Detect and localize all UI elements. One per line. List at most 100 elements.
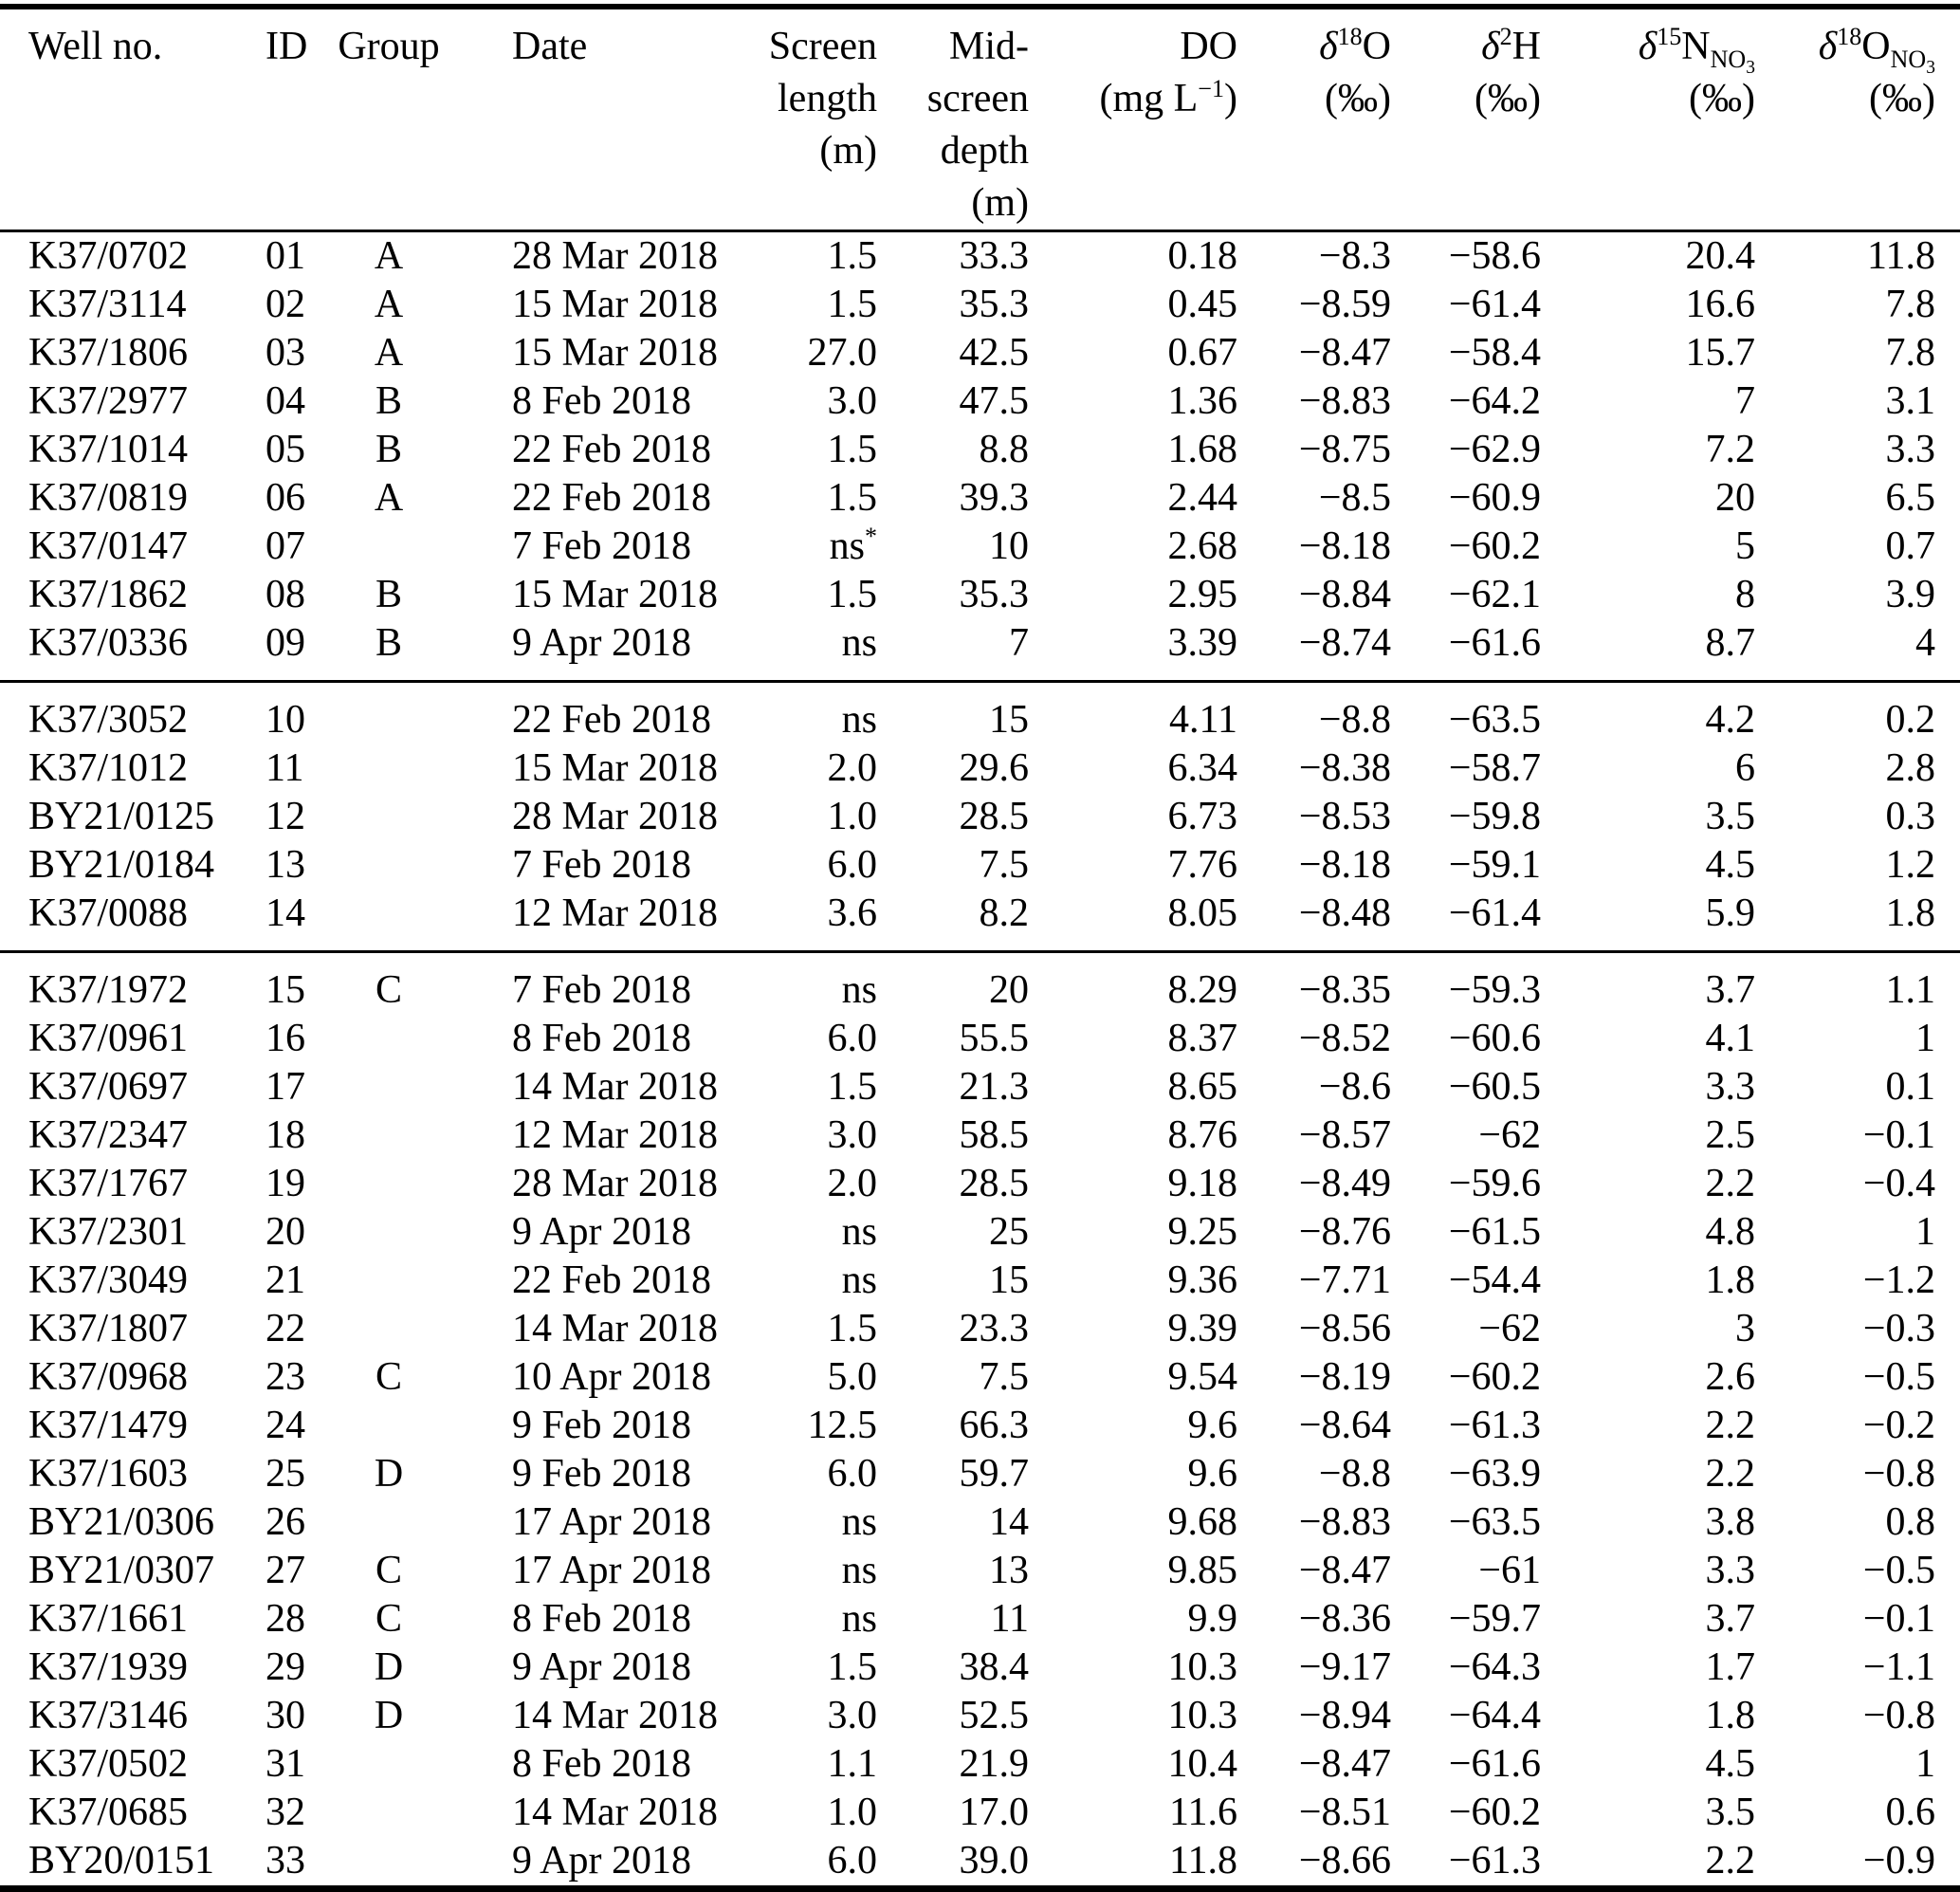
table-row: K37/1661 28 C 8 Feb 2018 ns 11 9.9 −8.36 −59.7 3.…: [0, 1595, 1960, 1644]
cell-id: 04: [266, 379, 305, 423]
cell-delta15n-no3: 3.5: [1705, 795, 1756, 838]
cell-group: D: [374, 1645, 404, 1689]
col-header-delta18o-no3: δ18ONO3 (‰): [1768, 7, 1960, 232]
cell-group: A: [374, 234, 404, 278]
cell-id: 02: [266, 283, 305, 326]
cell-screen-length: 2.0: [827, 1162, 878, 1205]
table-row: K37/2347 18 12 Mar 2018 3.0 58.5 8.76 −8.57 −62…: [0, 1111, 1960, 1160]
cell-date: 9 Feb 2018: [512, 1404, 691, 1447]
cell-date: 15 Mar 2018: [512, 746, 718, 790]
cell-delta15n-no3: 1.7: [1705, 1645, 1756, 1689]
cell-id: 06: [266, 476, 305, 520]
cell-mid-screen-depth: 42.5: [959, 331, 1030, 375]
cell-date: 22 Feb 2018: [512, 1258, 711, 1302]
cell-delta18o: −8.5: [1318, 476, 1391, 520]
cell-delta18o: −8.76: [1298, 1210, 1391, 1254]
cell-delta15n-no3: 8.7: [1705, 621, 1756, 665]
cell-group: B: [375, 428, 402, 471]
cell-do: 1.68: [1167, 428, 1238, 471]
table-row: K37/2301 20 9 Apr 2018 ns 25 9.25 −8.76 −61.5 4.…: [0, 1208, 1960, 1257]
cell-delta18o-no3: 0.3: [1885, 795, 1936, 838]
cell-delta2h: −61.3: [1448, 1839, 1541, 1883]
cell-delta2h: −61.3: [1448, 1404, 1541, 1447]
cell-delta2h: −60.9: [1448, 476, 1541, 520]
cell-delta18o-no3: −0.3: [1862, 1307, 1935, 1350]
cell-delta18o-no3: 1.8: [1885, 891, 1936, 935]
cell-mid-screen-depth: 33.3: [959, 234, 1030, 278]
cell-group: [337, 890, 441, 938]
cell-do: 3.39: [1167, 621, 1238, 665]
cell-mid-screen-depth: 7.5: [979, 843, 1030, 887]
cell-screen-length: ns: [841, 1597, 877, 1641]
cell-delta2h: −61.4: [1448, 891, 1541, 935]
cell-delta15n-no3: 7: [1735, 379, 1755, 423]
table-row: K37/0968 23 C 10 Apr 2018 5.0 7.5 9.54 −8.19 −60…: [0, 1353, 1960, 1402]
cell-screen-length: 1.5: [827, 573, 878, 616]
delta-symbol: δ: [1818, 25, 1838, 68]
table-row: BY21/0125 12 28 Mar 2018 1.0 28.5 6.73 −8.53 −5…: [0, 793, 1960, 841]
cell-date: 17 Apr 2018: [512, 1549, 711, 1592]
cell-well-no: K37/1939: [28, 1645, 188, 1689]
cell-screen-length: 1.1: [827, 1742, 878, 1786]
cell-group: [337, 1402, 441, 1450]
cell-delta18o-no3: 11.8: [1867, 234, 1935, 278]
cell-delta18o-no3: −0.8: [1862, 1452, 1935, 1496]
cell-delta18o: −8.8: [1318, 1452, 1391, 1496]
cell-do: 7.76: [1167, 843, 1238, 887]
cell-group: [337, 841, 441, 890]
cell-id: 12: [266, 795, 305, 838]
cell-id: 13: [266, 843, 305, 887]
cell-well-no: K37/0697: [28, 1065, 188, 1109]
cell-delta18o: −8.84: [1298, 573, 1391, 616]
cell-delta15n-no3: 5: [1735, 524, 1755, 568]
cell-do: 8.65: [1167, 1065, 1238, 1109]
cell-delta15n-no3: 2.2: [1705, 1404, 1756, 1447]
cell-mid-screen-depth: 35.3: [959, 283, 1030, 326]
cell-delta18o-no3: −0.9: [1862, 1839, 1935, 1883]
cell-well-no: K37/1603: [28, 1452, 188, 1496]
cell-well-no: K37/1014: [28, 428, 188, 471]
cell-mid-screen-depth: 28.5: [959, 1162, 1030, 1205]
cell-delta2h: −63.5: [1448, 1500, 1541, 1544]
cell-delta15n-no3: 2.2: [1705, 1162, 1756, 1205]
cell-group: [337, 523, 441, 571]
table-row: K37/0685 32 14 Mar 2018 1.0 17.0 11.6 −8.51 −60…: [0, 1789, 1960, 1837]
cell-group: B: [375, 573, 402, 616]
cell-well-no: K37/0968: [28, 1355, 188, 1399]
cell-do: 11.8: [1169, 1839, 1237, 1883]
cell-do: 9.25: [1167, 1210, 1238, 1254]
cell-screen-length: 3.0: [827, 1113, 878, 1157]
cell-well-no: BY21/0306: [28, 1500, 215, 1544]
cell-well-no: K37/0819: [28, 476, 188, 520]
footnote-marker: *: [864, 523, 877, 550]
cell-group: [337, 696, 441, 744]
cell-id: 26: [266, 1500, 305, 1544]
cell-delta2h: −61.4: [1448, 283, 1541, 326]
table-row: K37/0147 07 7 Feb 2018 ns* 10 2.68 −8.18 −60.2 5…: [0, 523, 1960, 571]
cell-do: 8.76: [1167, 1113, 1238, 1157]
cell-well-no: K37/0702: [28, 234, 188, 278]
cell-delta15n-no3: 15.7: [1685, 331, 1756, 375]
table-row: BY21/0307 27 C 17 Apr 2018 ns 13 9.85 −8.47 −61 3…: [0, 1547, 1960, 1595]
cell-mid-screen-depth: 58.5: [959, 1113, 1030, 1157]
cell-group: C: [375, 1549, 402, 1592]
cell-do: 9.68: [1167, 1500, 1238, 1544]
table-row: K37/1972 15 C 7 Feb 2018 ns 20 8.29 −8.35 −59.3 3…: [0, 966, 1960, 1015]
cell-do: 2.95: [1167, 573, 1238, 616]
cell-delta2h: −63.9: [1448, 1452, 1541, 1496]
cell-group: C: [375, 1355, 402, 1399]
cell-delta15n-no3: 4.5: [1705, 1742, 1756, 1786]
cell-delta18o-no3: −1.2: [1862, 1258, 1935, 1302]
table-row: K37/3146 30 D 14 Mar 2018 3.0 52.5 10.3 −8.94 −6…: [0, 1692, 1960, 1740]
cell-date: 7 Feb 2018: [512, 843, 691, 887]
cell-id: 08: [266, 573, 305, 616]
cell-delta18o: −8.59: [1298, 283, 1391, 326]
table-row: K37/1806 03 A 15 Mar 2018 27.0 42.5 0.67 −8.47 −…: [0, 329, 1960, 377]
cell-id: 01: [266, 234, 305, 278]
cell-mid-screen-depth: 17.0: [959, 1791, 1030, 1834]
cell-do: 9.6: [1187, 1404, 1238, 1447]
cell-delta18o: −8.18: [1298, 524, 1391, 568]
cell-delta15n-no3: 20.4: [1685, 234, 1756, 278]
cell-delta18o-no3: 0.8: [1885, 1500, 1936, 1544]
section-divider: [0, 938, 1960, 966]
